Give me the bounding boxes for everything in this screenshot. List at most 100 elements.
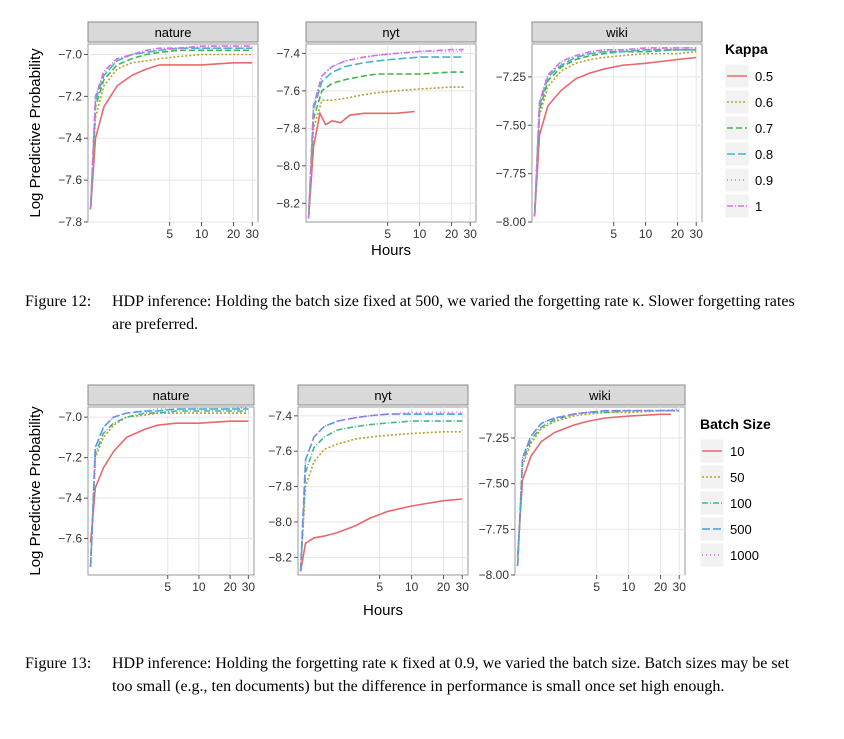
legend-label: 10 [730, 444, 744, 459]
tick-label-x: 5 [593, 580, 600, 594]
panel-nyt: nyt −7.4 −7.6 −7.8 −8.0 −8.2 5 10 20 30 [276, 21, 478, 241]
series-line-10 [89, 420, 249, 543]
tick-label-x: 30 [456, 580, 470, 594]
tick-label-y: −7.4 [276, 46, 300, 60]
tick-label-y: −8.2 [276, 196, 300, 210]
tick-label-y: −7.50 [496, 118, 527, 132]
tick-label-x: 5 [376, 580, 383, 594]
tick-label-x: 10 [413, 227, 427, 241]
x-axis-label: Hours [363, 602, 403, 619]
panel-title: wiki [588, 388, 611, 403]
panel-title: wiki [605, 25, 628, 40]
figure-13-chart: nature −7.0 −7.2 −7.4 −7.6 5 10 20 30 nyt −7.4 −7.6… [27, 384, 771, 619]
series-line-10 [299, 498, 463, 572]
panel-title: nyt [374, 388, 392, 403]
series-line-0.7 [533, 48, 697, 217]
tick-label-x: 30 [464, 227, 478, 241]
tick-label-x: 20 [654, 580, 668, 594]
series-line-0.8 [533, 48, 697, 217]
tick-label-y: −7.8 [276, 121, 300, 135]
tick-label-y: −7.4 [58, 131, 82, 145]
plot-area [531, 43, 703, 223]
series-line-0.5 [533, 56, 697, 217]
series-line-0.9 [89, 47, 253, 210]
tick-label-x: 10 [622, 580, 636, 594]
series-line-50 [89, 412, 249, 567]
legend-label: 1000 [730, 548, 759, 563]
legend: Batch Size 10 50 100 500 1000 [699, 416, 771, 568]
series-line-0.6 [89, 53, 253, 210]
tick-label-x: 10 [195, 227, 209, 241]
series-line-0.5 [89, 61, 253, 210]
panel-wiki: wiki −7.25 −7.50 −7.75 −8.00 5 10 20 30 [496, 21, 704, 241]
figure-12-chart: nature −7.0 −7.2 −7.4 −7.6 −7.8 5 10 20 30 nyt −7.4… [27, 21, 773, 259]
plot-area [305, 43, 477, 223]
figure-12-caption-lead: Figure 12: [25, 293, 92, 310]
legend-label: 1 [755, 199, 762, 214]
tick-label-y: −7.6 [276, 84, 300, 98]
tick-label-x: 30 [673, 580, 687, 594]
tick-label-y: −7.0 [58, 410, 82, 424]
tick-label-x: 10 [639, 227, 653, 241]
panel-strip [297, 384, 469, 406]
series-line-50 [299, 430, 463, 572]
tick-label-y: −7.25 [479, 431, 510, 445]
tick-label-y: −7.2 [58, 89, 82, 103]
figure-13-caption-lead: Figure 13: [25, 655, 92, 672]
series-line-50 [516, 409, 680, 566]
tick-label-y: −7.2 [58, 451, 82, 465]
legend-label: 50 [730, 470, 744, 485]
series-line-0.7 [307, 71, 464, 219]
tick-label-y: −8.0 [276, 159, 300, 173]
series-line-1 [307, 48, 464, 219]
tick-label-x: 5 [166, 227, 173, 241]
panel-strip [514, 384, 686, 406]
tick-label-y: −8.2 [268, 550, 292, 564]
tick-label-x: 10 [192, 580, 206, 594]
tick-label-y: −7.0 [58, 47, 82, 61]
tick-label-y: −7.8 [58, 215, 82, 229]
figure-12-caption: Figure 12: HDP inference: Holding the ba… [25, 290, 802, 336]
tick-label-x: 20 [227, 227, 241, 241]
tick-label-y: −7.75 [496, 167, 527, 181]
tick-label-y: −7.75 [479, 522, 510, 536]
series-line-0.7 [89, 49, 253, 210]
series-line-1 [89, 45, 253, 210]
series-line-0.8 [307, 56, 464, 219]
tick-label-y: −8.00 [479, 568, 510, 582]
plot-area [87, 406, 255, 576]
series-line-1000 [89, 406, 249, 567]
tick-label-y: −7.50 [479, 477, 510, 491]
legend-title: Kappa [725, 41, 768, 57]
tick-label-x: 20 [445, 227, 459, 241]
series-line-500 [89, 408, 249, 567]
panel-title: nyt [382, 25, 400, 40]
tick-label-x: 10 [405, 580, 419, 594]
panel-nature: nature −7.0 −7.2 −7.4 −7.6 −7.8 5 10 20 30 [58, 21, 259, 241]
legend-label: 0.7 [755, 121, 773, 136]
panel-strip [87, 384, 255, 406]
series-line-10 [516, 413, 671, 557]
legend-title: Batch Size [700, 416, 771, 432]
legend-label: 0.5 [755, 69, 773, 84]
tick-label-x: 30 [690, 227, 704, 241]
tick-label-x: 5 [610, 227, 617, 241]
series-line-0.6 [533, 50, 697, 217]
plot-area [297, 406, 469, 576]
tick-label-x: 5 [384, 227, 391, 241]
panel-strip [305, 21, 477, 43]
panel-title: nature [155, 25, 192, 40]
y-axis-label: Log Predictive Probability [27, 48, 44, 218]
tick-label-y: −8.0 [268, 515, 292, 529]
tick-label-x: 30 [242, 580, 256, 594]
series-line-500 [299, 413, 463, 572]
legend-label: 0.8 [755, 147, 773, 162]
plot-area [87, 43, 259, 223]
tick-label-y: −7.4 [58, 491, 82, 505]
panel-wiki: wiki −7.25 −7.50 −7.75 −8.00 5 10 20 30 [479, 384, 687, 594]
tick-label-y: −8.00 [496, 215, 527, 229]
series-line-100 [89, 410, 249, 567]
tick-label-y: −7.25 [496, 70, 527, 84]
panel-strip [531, 21, 703, 43]
legend-label: 0.9 [755, 173, 773, 188]
